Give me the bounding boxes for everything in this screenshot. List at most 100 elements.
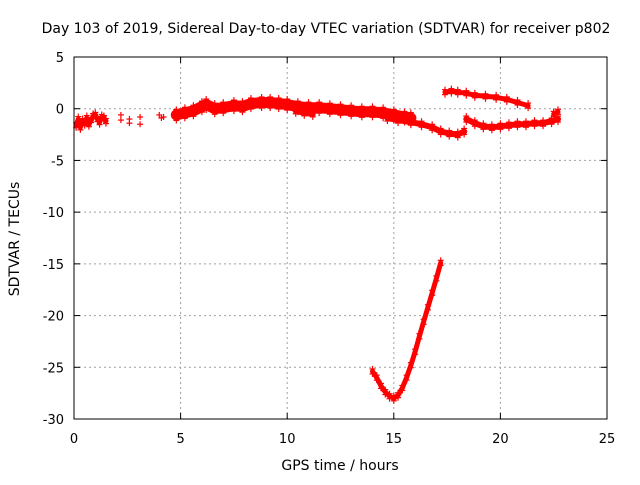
y-axis-label: SDTVAR / TECUs bbox=[7, 182, 23, 297]
data-point bbox=[429, 121, 436, 128]
data-point bbox=[267, 94, 274, 101]
data-point bbox=[418, 124, 425, 131]
data-point bbox=[337, 112, 344, 119]
data-point bbox=[156, 111, 163, 118]
series-band bbox=[170, 97, 417, 124]
data-point bbox=[230, 97, 237, 104]
series-band bbox=[384, 115, 468, 138]
data-point bbox=[416, 335, 423, 342]
data-point bbox=[358, 114, 365, 121]
data-point bbox=[433, 277, 440, 284]
data-point bbox=[461, 125, 468, 132]
data-point bbox=[390, 397, 397, 404]
data-point bbox=[239, 109, 246, 116]
data-point bbox=[326, 111, 333, 118]
data-point bbox=[369, 103, 376, 110]
x-tick-label: 0 bbox=[70, 432, 78, 447]
data-point bbox=[407, 116, 414, 123]
data-point bbox=[198, 109, 205, 116]
data-point bbox=[284, 107, 291, 114]
data-point bbox=[81, 122, 88, 129]
data-point bbox=[230, 108, 237, 115]
data-point bbox=[301, 106, 308, 113]
data-point bbox=[395, 394, 402, 401]
data-point bbox=[395, 120, 402, 127]
data-point bbox=[384, 112, 391, 119]
x-tick-label: 15 bbox=[386, 432, 403, 447]
data-point bbox=[429, 292, 436, 299]
data-point bbox=[401, 108, 408, 115]
data-point bbox=[348, 102, 355, 109]
y-tick-label: 5 bbox=[56, 51, 64, 66]
data-point bbox=[454, 128, 461, 135]
data-point bbox=[85, 123, 92, 130]
y-tick-label: -20 bbox=[43, 310, 64, 325]
data-point bbox=[503, 98, 510, 105]
data-point bbox=[550, 113, 557, 120]
data-point bbox=[301, 112, 308, 119]
data-point bbox=[75, 118, 82, 125]
data-point bbox=[525, 105, 532, 112]
data-point bbox=[395, 114, 402, 121]
data-point bbox=[160, 113, 167, 120]
data-point bbox=[471, 94, 478, 101]
data-point bbox=[102, 120, 109, 127]
data-point bbox=[384, 118, 391, 125]
data-point bbox=[403, 377, 410, 384]
data-point bbox=[326, 100, 333, 107]
data-point bbox=[418, 118, 425, 125]
data-point bbox=[126, 120, 133, 127]
y-tick-label: -30 bbox=[43, 413, 64, 428]
data-point bbox=[454, 91, 461, 98]
data-point bbox=[554, 119, 561, 126]
data-point bbox=[505, 125, 512, 132]
data-point bbox=[358, 103, 365, 110]
data-point bbox=[309, 107, 316, 114]
data-point bbox=[137, 121, 144, 128]
data-point bbox=[482, 95, 489, 102]
data-point bbox=[463, 113, 470, 120]
data-point bbox=[554, 111, 561, 118]
data-point bbox=[173, 117, 180, 124]
data-point bbox=[378, 385, 385, 392]
data-point bbox=[514, 118, 521, 125]
data-point bbox=[211, 100, 218, 107]
series-band bbox=[463, 116, 561, 131]
data-point bbox=[390, 106, 397, 113]
y-tick-label: -25 bbox=[43, 361, 64, 376]
data-point bbox=[294, 98, 301, 105]
data-point bbox=[316, 110, 323, 117]
data-point bbox=[437, 131, 444, 138]
data-point bbox=[369, 114, 376, 121]
data-point bbox=[316, 99, 323, 106]
data-point bbox=[220, 99, 227, 106]
data-point bbox=[540, 117, 547, 124]
data-point bbox=[505, 119, 512, 126]
data-point bbox=[531, 123, 538, 130]
data-point bbox=[181, 104, 188, 111]
data-point bbox=[441, 91, 448, 98]
data-point bbox=[292, 110, 299, 117]
data-point bbox=[471, 117, 478, 124]
data-point bbox=[309, 113, 316, 120]
data-point bbox=[198, 98, 205, 105]
plot-frame bbox=[73, 56, 608, 420]
data-point bbox=[480, 120, 487, 127]
data-point bbox=[488, 127, 495, 134]
data-point bbox=[181, 115, 188, 122]
data-point bbox=[258, 94, 265, 101]
x-axis-label: GPS time / hours bbox=[281, 458, 398, 474]
data-point bbox=[190, 113, 197, 120]
data-point bbox=[137, 113, 144, 120]
data-point bbox=[211, 111, 218, 118]
x-tick-label: 25 bbox=[599, 432, 616, 447]
y-tick-label: -5 bbox=[51, 154, 64, 169]
data-point bbox=[446, 127, 453, 134]
data-series bbox=[73, 85, 561, 404]
data-point bbox=[369, 370, 376, 377]
data-point bbox=[267, 105, 274, 112]
chart-title: Day 103 of 2019, Sidereal Day-to-day VTE… bbox=[42, 21, 611, 37]
data-point bbox=[514, 102, 521, 109]
data-point bbox=[96, 121, 103, 128]
